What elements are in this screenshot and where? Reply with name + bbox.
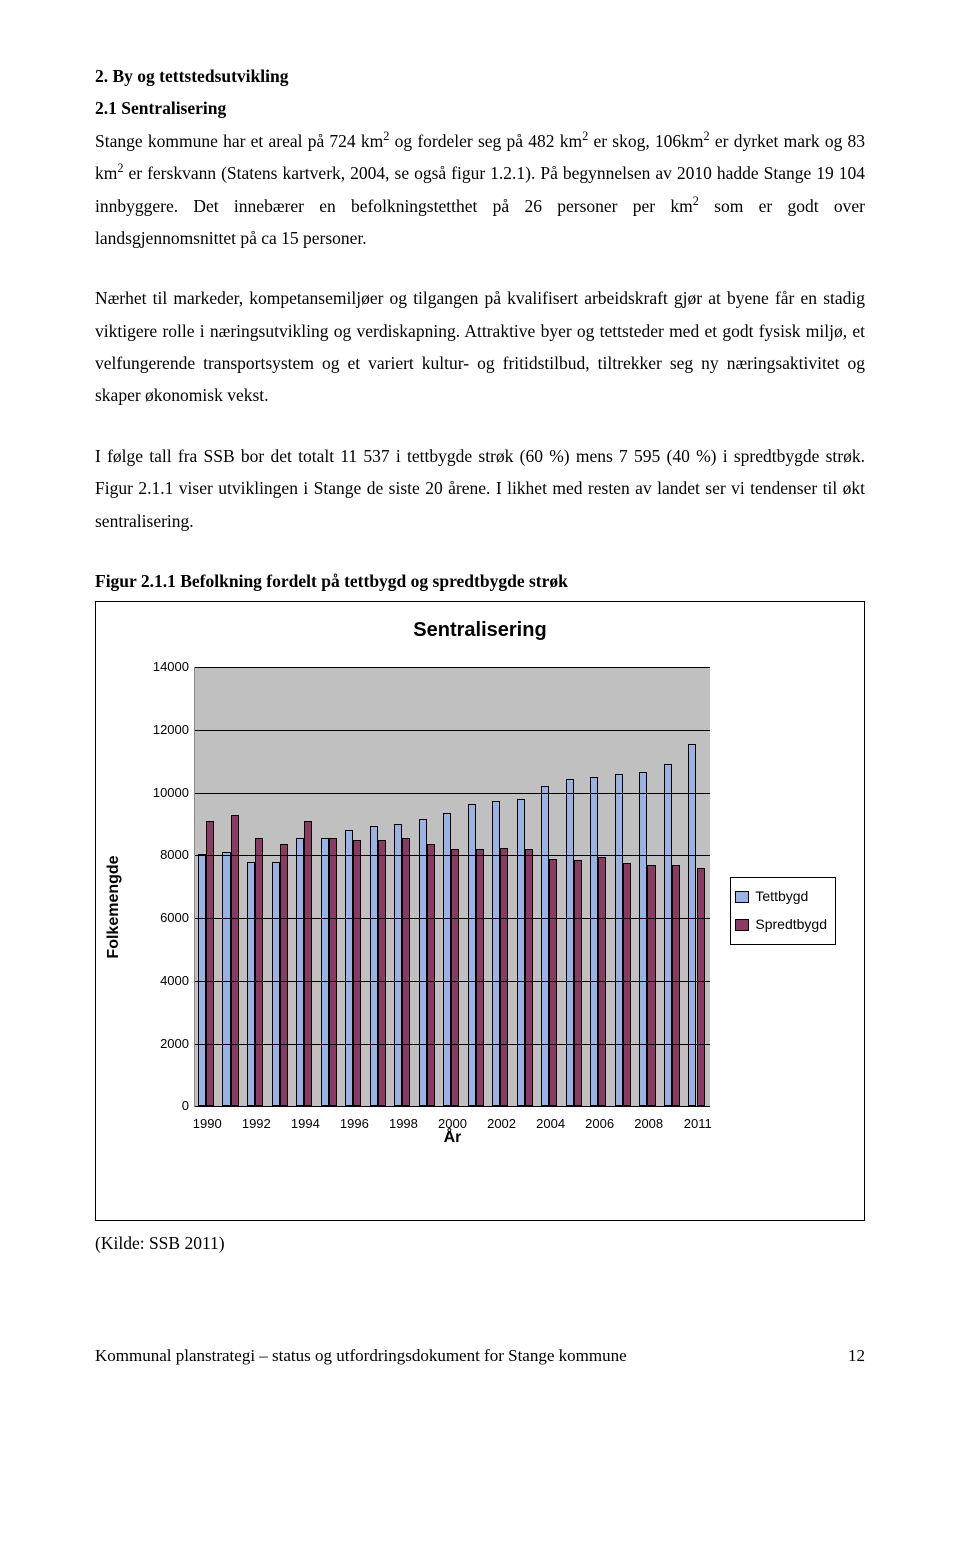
bar-spredtbygd: [525, 849, 533, 1106]
bar-spredtbygd: [280, 844, 288, 1106]
x-tick-label: 2002: [487, 1106, 516, 1136]
chart-container: Sentralisering Folkemengde År 0200040006…: [95, 601, 865, 1221]
x-tick-label: 1994: [291, 1106, 320, 1136]
y-tick-label: 8000: [135, 843, 195, 867]
sup: 2: [117, 161, 123, 175]
chart-legend: Tettbygd Spredtbygd: [730, 877, 836, 945]
bar-tettbygd: [296, 838, 304, 1106]
legend-row-spredtbygd: Spredtbygd: [735, 912, 827, 938]
grid-line: [195, 918, 710, 919]
section-heading: 2. By og tettstedsutvikling: [95, 60, 865, 92]
x-tick-label: 2004: [536, 1106, 565, 1136]
bar-spredtbygd: [304, 821, 312, 1106]
grid-line: [195, 793, 710, 794]
y-axis-label: Folkemengde: [99, 856, 129, 959]
bar-spredtbygd: [402, 838, 410, 1106]
figure-caption: Figur 2.1.1 Befolkning fordelt på tettby…: [95, 565, 865, 597]
bar-spredtbygd: [378, 840, 386, 1107]
x-tick-label: 1998: [389, 1106, 418, 1136]
legend-swatch-tettbygd: [735, 891, 749, 903]
paragraph-2: Nærhet til markeder, kompetansemiljøer o…: [95, 282, 865, 412]
paragraph-1: Stange kommune har et areal på 724 km2 o…: [95, 125, 865, 255]
bar-tettbygd: [664, 764, 672, 1106]
grid-line: [195, 730, 710, 731]
bar-tettbygd: [517, 799, 525, 1106]
bar-tettbygd: [394, 824, 402, 1106]
bar-spredtbygd: [255, 838, 263, 1106]
y-tick-label: 12000: [135, 718, 195, 742]
bar-tettbygd: [345, 830, 353, 1106]
y-tick-label: 2000: [135, 1032, 195, 1056]
y-tick-label: 14000: [135, 655, 195, 679]
bar-spredtbygd: [206, 821, 214, 1106]
paragraph-3: I følge tall fra SSB bor det totalt 11 5…: [95, 440, 865, 537]
bar-tettbygd: [566, 779, 574, 1107]
grid-line: [195, 981, 710, 982]
chart-plot-wrap: Folkemengde År 0200040006000800010000120…: [124, 657, 840, 1157]
chart-title: Sentralisering: [106, 612, 854, 649]
footer-text: Kommunal planstrategi – status og utford…: [95, 1340, 627, 1371]
bar-spredtbygd: [231, 815, 239, 1107]
legend-label-spredtbygd: Spredtbygd: [755, 912, 827, 938]
chart-bars-layer: [195, 667, 710, 1106]
legend-swatch-spredtbygd: [735, 919, 749, 931]
bar-tettbygd: [443, 813, 451, 1106]
bar-tettbygd: [222, 852, 230, 1106]
y-tick-label: 0: [135, 1094, 195, 1118]
x-tick-label: 2006: [585, 1106, 614, 1136]
text: og fordeler seg på 482 km: [395, 131, 582, 151]
legend-label-tettbygd: Tettbygd: [755, 884, 808, 910]
x-tick-label: 2000: [438, 1106, 467, 1136]
page-number: 12: [848, 1340, 865, 1371]
y-tick-label: 10000: [135, 781, 195, 805]
y-tick-label: 6000: [135, 906, 195, 930]
bar-tettbygd: [590, 777, 598, 1106]
y-tick-label: 4000: [135, 969, 195, 993]
bar-tettbygd: [272, 862, 280, 1107]
bar-tettbygd: [419, 819, 427, 1106]
bar-spredtbygd: [574, 860, 582, 1106]
bar-spredtbygd: [549, 859, 557, 1107]
bar-tettbygd: [639, 772, 647, 1106]
sup: 2: [693, 194, 699, 208]
x-tick-label: 1990: [193, 1106, 222, 1136]
subsection-heading: 2.1 Sentralisering: [95, 92, 865, 124]
sup: 2: [704, 129, 710, 143]
x-tick-label: 2008: [634, 1106, 663, 1136]
legend-row-tettbygd: Tettbygd: [735, 884, 827, 910]
bar-spredtbygd: [647, 865, 655, 1106]
bar-tettbygd: [468, 804, 476, 1107]
grid-line: [195, 667, 710, 668]
x-tick-label: 1996: [340, 1106, 369, 1136]
bar-spredtbygd: [500, 848, 508, 1107]
bar-spredtbygd: [697, 868, 705, 1106]
bar-spredtbygd: [672, 865, 680, 1106]
bar-tettbygd: [492, 801, 500, 1107]
sup: 2: [582, 129, 588, 143]
sup: 2: [383, 129, 389, 143]
bar-tettbygd: [321, 838, 329, 1106]
bar-spredtbygd: [329, 838, 337, 1106]
text: er skog, 106km: [593, 131, 703, 151]
bar-spredtbygd: [353, 840, 361, 1107]
page-footer: Kommunal planstrategi – status og utford…: [95, 1340, 865, 1371]
bar-spredtbygd: [623, 863, 631, 1106]
grid-line: [195, 1044, 710, 1045]
text: Stange kommune har et areal på 724 km: [95, 131, 383, 151]
bar-spredtbygd: [476, 849, 484, 1106]
bar-spredtbygd: [451, 849, 459, 1106]
bar-spredtbygd: [427, 844, 435, 1106]
bar-tettbygd: [615, 774, 623, 1106]
bar-tettbygd: [370, 826, 378, 1107]
grid-line: [195, 855, 710, 856]
chart-plot-area: År 0200040006000800010000120001400019901…: [194, 667, 710, 1107]
x-tick-label: 1992: [242, 1106, 271, 1136]
source-line: (Kilde: SSB 2011): [95, 1227, 865, 1259]
bar-tettbygd: [541, 786, 549, 1106]
x-tick-label: 2011: [684, 1106, 712, 1136]
bar-tettbygd: [688, 744, 696, 1106]
bar-tettbygd: [247, 862, 255, 1107]
